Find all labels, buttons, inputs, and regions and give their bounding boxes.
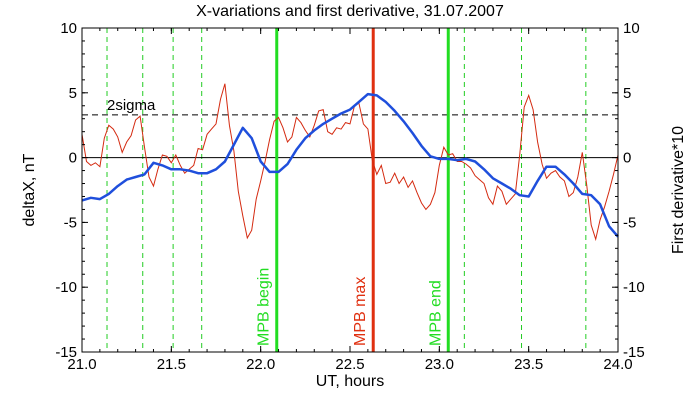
series-line-derivative <box>81 83 619 242</box>
x-tick-label: 22.5 <box>335 356 364 373</box>
x-axis: 21.0 21.5 22.0 22.5 23.0 23.5 24.0 <box>67 28 633 373</box>
y-axis-label-left: deltaX, nT <box>21 153 38 226</box>
dashed-verticals <box>106 28 587 352</box>
y-tick-label-right: -15 <box>623 344 645 361</box>
y-tick-label-left: 10 <box>60 20 77 37</box>
y-axis-left: -15 -10 -5 0 5 10 <box>55 20 88 361</box>
y-tick-label-left: -10 <box>55 279 77 296</box>
y-tick-label-left: 5 <box>69 85 77 102</box>
x-axis-label: UT, hours <box>316 373 384 390</box>
series-line-deltax <box>81 92 619 238</box>
x-tick-label: 23.5 <box>514 356 543 373</box>
x-tick-label: 21.5 <box>157 356 186 373</box>
x-tick-label: 22.0 <box>246 356 275 373</box>
x-tick-label: 23.0 <box>425 356 454 373</box>
y-tick-label-right: 5 <box>623 85 631 102</box>
x-tick-label: 24.0 <box>603 356 632 373</box>
y-tick-label-right: 10 <box>623 20 640 37</box>
plot-frame <box>81 27 619 353</box>
y-tick-label-left: -15 <box>55 344 77 361</box>
y-axis-label-right: First derivative*10 <box>670 126 687 254</box>
chart-title: X-variations and first derivative, 31.07… <box>196 3 504 20</box>
x-tick-label: 21.0 <box>67 356 96 373</box>
y-tick-label-left: 0 <box>69 150 77 167</box>
y-tick-label-right: -5 <box>623 214 636 231</box>
markers: MPB begin MPB max MPB end <box>256 28 450 352</box>
y-tick-label-right: -10 <box>623 279 645 296</box>
y-axis-right: -15 -10 -5 0 5 10 <box>612 20 645 361</box>
y-tick-label-right: 0 <box>623 150 631 167</box>
plot-area: 2sigma MPB begin MPB max MPB end <box>81 27 619 353</box>
marker-label-mpb-max: MPB max <box>352 277 369 346</box>
y-tick-label-left: -5 <box>64 214 77 231</box>
marker-label-mpb-begin: MPB begin <box>256 268 273 346</box>
sigma-label: 2sigma <box>107 97 156 114</box>
marker-label-mpb-end: MPB end <box>427 280 444 346</box>
